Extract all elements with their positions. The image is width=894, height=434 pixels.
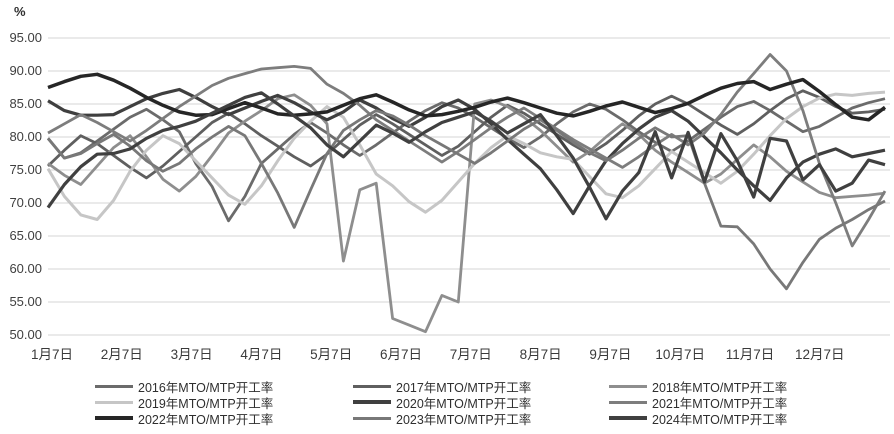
y-axis-tick-label: 90.00 [9, 63, 42, 78]
x-axis-tick-label: 7月7日 [449, 347, 492, 362]
y-axis-unit-label: % [14, 4, 26, 19]
series-line-2017年 [47, 89, 886, 180]
legend-item: 2017年MTO/MTP开工率 [353, 377, 609, 396]
legend-marker [95, 400, 133, 404]
legend-marker [95, 416, 133, 420]
legend-label: 2019年MTO/MTP开工率 [138, 396, 274, 411]
series-line-2024年 [46, 91, 886, 221]
x-axis-tick-label: 6月7日 [379, 347, 423, 362]
legend-label: 2024年MTO/MTP开工率 [652, 412, 788, 427]
y-axis-tick-label: 50.00 [9, 327, 42, 342]
y-axis-tick-label: 65.00 [9, 228, 42, 243]
legend-item: 2020年MTO/MTP开工率 [353, 393, 609, 412]
x-axis-tick-label: 5月7日 [310, 347, 353, 362]
y-axis-tick-label: 80.00 [9, 129, 42, 144]
y-axis-tick-label: 95.00 [9, 30, 42, 45]
x-axis-tick-label: 8月7日 [519, 347, 562, 362]
x-axis-tick-label: 11月7日 [725, 347, 775, 362]
x-axis-tick-label: 10月7日 [655, 347, 705, 362]
legend-marker [95, 384, 133, 388]
legend-label: 2020年MTO/MTP开工率 [396, 396, 532, 411]
legend-marker [353, 400, 391, 404]
x-axis-tick-label: 2月7日 [100, 347, 143, 362]
x-axis-tick-label: 1月7日 [30, 347, 74, 362]
legend-label: 2017年MTO/MTP开工率 [396, 380, 532, 395]
x-axis-tick-label: 9月7日 [589, 347, 632, 362]
legend-label: 2016年MTO/MTP开工率 [138, 380, 274, 395]
series-line-2018年 [47, 93, 886, 334]
legend-item: 2021年MTO/MTP开工率 [609, 393, 849, 412]
y-axis-tick-label: 55.00 [9, 294, 42, 309]
legend-item: 2016年MTO/MTP开工率 [95, 377, 353, 396]
legend-item: 2019年MTO/MTP开工率 [95, 393, 353, 412]
legend-label: 2018年MTO/MTP开工率 [652, 380, 788, 395]
legend: 2016年MTO/MTP开工率 2017年MTO/MTP开工率 2018年MTO/M… [95, 377, 885, 428]
legend-label: 2023年MTO/MTP开工率 [396, 412, 532, 427]
legend-marker [353, 384, 391, 388]
y-axis-tick-label: 60.00 [9, 261, 42, 276]
series-line-2022年 [47, 72, 887, 122]
y-axis-tick-label: 75.00 [9, 162, 42, 177]
series-line-2023年 [46, 109, 886, 291]
legend-item: 2024年MTO/MTP开工率 [609, 409, 849, 428]
x-axis-tick-label: 12月7日 [795, 347, 845, 362]
legend-marker [609, 400, 647, 404]
legend-marker [353, 416, 391, 420]
legend-item: 2018年MTO/MTP开工率 [609, 377, 849, 396]
legend-marker [609, 416, 647, 420]
series-line-2019年 [46, 90, 886, 221]
x-axis-tick-label: 4月7日 [240, 347, 283, 362]
y-axis-tick-label: 70.00 [9, 195, 42, 210]
legend-item: 2023年MTO/MTP开工率 [353, 409, 609, 428]
legend-label: 2022年MTO/MTP开工率 [138, 412, 274, 427]
legend-label: 2021年MTO/MTP开工率 [652, 396, 788, 411]
x-axis-tick-label: 3月7日 [170, 347, 213, 362]
legend-marker [609, 384, 647, 388]
series-line-2016年 [46, 97, 886, 223]
y-axis-tick-label: 85.00 [9, 96, 42, 111]
legend-item: 2022年MTO/MTP开工率 [95, 409, 353, 428]
